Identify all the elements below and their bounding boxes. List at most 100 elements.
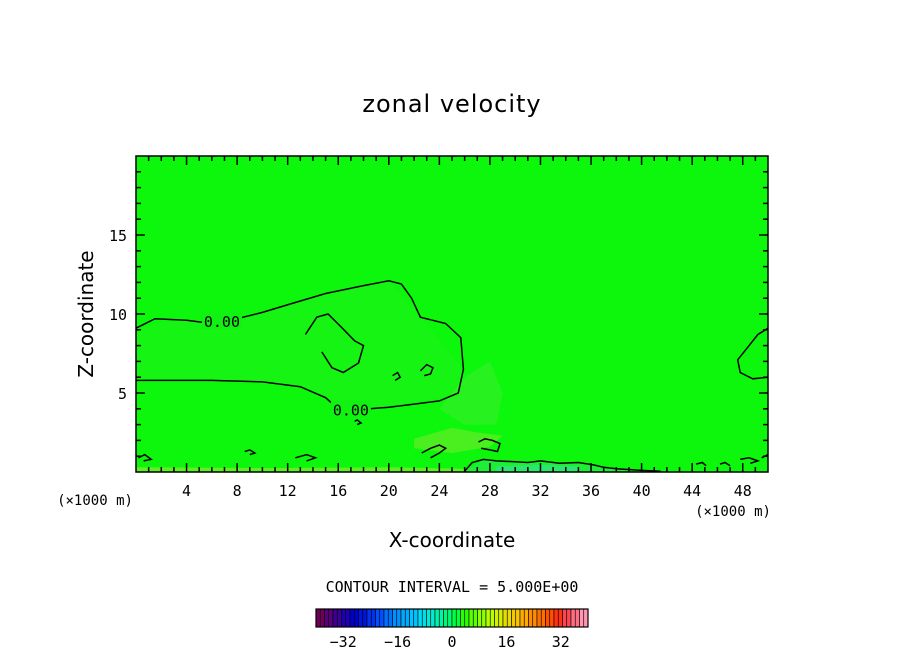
colorbar-cell bbox=[545, 608, 551, 628]
colorbar-cell bbox=[421, 608, 427, 628]
colorbar-cell bbox=[540, 608, 546, 628]
x-axis-ticks: 4 8 12 16 20 24 28 32 36 40 44 48 bbox=[147, 156, 757, 500]
colorbar-cell bbox=[583, 608, 589, 628]
colorbar-cell bbox=[523, 608, 529, 628]
colorbar-cell bbox=[319, 608, 325, 628]
x-tick-label: 8 bbox=[233, 482, 242, 500]
colorbar-tick-label: 16 bbox=[497, 633, 515, 651]
colorbar-cell bbox=[528, 608, 534, 628]
colorbar-cell bbox=[519, 608, 525, 628]
colorbar-cell bbox=[502, 608, 508, 628]
colorbar-cell bbox=[489, 608, 495, 628]
colorbar-tick-label: −32 bbox=[330, 633, 357, 651]
colorbar-cell bbox=[315, 608, 321, 628]
colorbar-cell bbox=[557, 608, 563, 628]
zero-contour-line bbox=[719, 461, 731, 467]
contour-label: 0.00 bbox=[204, 313, 240, 331]
colorbar-cell bbox=[566, 608, 572, 628]
colorbar-cell bbox=[341, 608, 347, 628]
contour-labels: 0.00 0.00 bbox=[201, 311, 371, 419]
y-axis-label: Z-coordinate bbox=[74, 250, 98, 377]
x-tick-label: 48 bbox=[734, 482, 752, 500]
colorbar-cell bbox=[498, 608, 504, 628]
colorbar-cell bbox=[413, 608, 419, 628]
colorbar-cell bbox=[375, 608, 381, 628]
colorbar-cell bbox=[430, 608, 436, 628]
colorbar-cell bbox=[345, 608, 351, 628]
colorbar-cell bbox=[443, 608, 449, 628]
colorbar-cell bbox=[383, 608, 389, 628]
colorbar-cell bbox=[396, 608, 402, 628]
colorbar-cell bbox=[387, 608, 393, 628]
colorbar-cell bbox=[494, 608, 500, 628]
x-axis-label: X-coordinate bbox=[389, 528, 516, 552]
colorbar-cell bbox=[455, 608, 461, 628]
zero-contour-line bbox=[736, 327, 769, 380]
colorbar-cell bbox=[451, 608, 457, 628]
colorbar-cell bbox=[434, 608, 440, 628]
zero-contour-line bbox=[354, 418, 363, 426]
zero-contour-line bbox=[478, 438, 501, 453]
colorbar-cell bbox=[404, 608, 410, 628]
colorbar-cell bbox=[579, 608, 585, 628]
colorbar-cell bbox=[574, 608, 580, 628]
colorbar-tick-labels: −32 −16 0 16 32 bbox=[330, 633, 570, 651]
shaded-region bbox=[496, 464, 579, 472]
zero-contour-line bbox=[421, 444, 448, 459]
shaded-region bbox=[439, 361, 503, 425]
x-tick-label: 16 bbox=[329, 482, 347, 500]
colorbar-cell bbox=[481, 608, 487, 628]
colorbar-cell bbox=[468, 608, 474, 628]
x-tick-label: 24 bbox=[430, 482, 448, 500]
colorbar bbox=[315, 608, 589, 628]
colorbar-frame bbox=[315, 608, 589, 628]
y-axis-ticks: 5 10 15 bbox=[109, 171, 768, 457]
contour-interval-text: CONTOUR INTERVAL = 5.000E+00 bbox=[326, 578, 579, 596]
y-tick-label: 5 bbox=[118, 385, 127, 403]
zero-contour-line bbox=[138, 453, 153, 462]
x-tick-label: 4 bbox=[182, 482, 191, 500]
colorbar-tick-label: −16 bbox=[384, 633, 411, 651]
colorbar-cell bbox=[460, 608, 466, 628]
zero-contour-line bbox=[464, 458, 661, 472]
x-tick-label: 36 bbox=[582, 482, 600, 500]
colorbar-cell bbox=[506, 608, 512, 628]
colorbar-cell bbox=[426, 608, 432, 628]
colorbar-cell bbox=[392, 608, 398, 628]
zero-contour-line bbox=[244, 449, 257, 456]
zero-contour-line bbox=[695, 461, 707, 467]
contour-label: 0.00 bbox=[333, 401, 369, 419]
zero-contour-line bbox=[295, 453, 318, 462]
x-tick-label: 20 bbox=[380, 482, 398, 500]
x-tick-label: 40 bbox=[633, 482, 651, 500]
x-tick-label: 28 bbox=[481, 482, 499, 500]
colorbar-cell bbox=[332, 608, 338, 628]
colorbar-tick-label: 0 bbox=[447, 633, 456, 651]
y-tick-label: 15 bbox=[109, 227, 127, 245]
colorbar-cell bbox=[485, 608, 491, 628]
colorbar-cell bbox=[366, 608, 372, 628]
colorbar-cell bbox=[370, 608, 376, 628]
colorbar-cell bbox=[417, 608, 423, 628]
colorbar-cell bbox=[353, 608, 359, 628]
colorbar-tick-label: 32 bbox=[552, 633, 570, 651]
colorbar-cell bbox=[324, 608, 330, 628]
colorbar-cell bbox=[549, 608, 555, 628]
zero-contour-line bbox=[419, 363, 434, 377]
colorbar-cell bbox=[349, 608, 355, 628]
contour-label-bg bbox=[330, 400, 371, 418]
x-tick-label: 12 bbox=[279, 482, 297, 500]
y-tick-label: 10 bbox=[109, 306, 127, 324]
colorbar-cell bbox=[438, 608, 444, 628]
zero-contour-line bbox=[136, 379, 339, 410]
shaded-regions bbox=[136, 280, 661, 472]
x-tick-label: 44 bbox=[683, 482, 701, 500]
colorbar-cell bbox=[511, 608, 517, 628]
colorbar-cell bbox=[472, 608, 478, 628]
colorbar-cell bbox=[400, 608, 406, 628]
zero-contour-line bbox=[392, 371, 402, 382]
colorbar-cell bbox=[464, 608, 470, 628]
colorbar-cell bbox=[515, 608, 521, 628]
x-unit-label-left: (×1000 m) bbox=[57, 493, 133, 509]
